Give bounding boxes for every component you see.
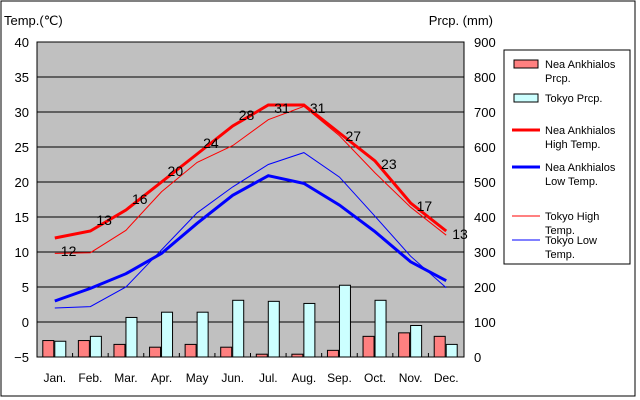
x-tick-label: Apr. [151,371,172,385]
legend-label: Nea Ankhialos Prcp. [545,59,616,85]
legend-label: Nea Ankhialos Low Temp. [545,162,616,188]
precip-bar [89,335,102,358]
precip-bar [410,325,423,358]
x-tick-label: Sep. [327,371,352,385]
data-label: 13 [96,212,112,228]
left-tick-label: 40 [15,35,29,50]
data-label: 31 [274,100,290,116]
left-tick-label: 25 [15,140,29,155]
x-tick-label: May [186,371,209,385]
x-tick-label: Jun. [221,371,244,385]
data-label: 31 [310,100,326,116]
left-tick-label: 35 [15,70,29,85]
right-tick-label: 400 [474,210,496,225]
legend-label: Tokyo Low Temp. [545,235,597,261]
precip-bar [184,343,197,358]
precip-bar [267,300,280,358]
left-tick-label: 30 [15,105,29,120]
right-axis-label: Prcp. (mm) [429,13,493,28]
precip-bar [232,299,245,358]
data-label: 28 [239,107,255,123]
data-label: 16 [132,191,148,207]
x-tick-label: Mar. [114,371,137,385]
precip-bar [149,346,162,358]
right-tick-label: 100 [474,315,496,330]
x-tick-label: Aug. [292,371,317,385]
temp-line [54,103,448,240]
left-tick-label: 10 [15,245,29,260]
precip-bar [161,311,174,358]
left-tick-label: 15 [15,210,29,225]
precip-bar [362,335,375,358]
right-tick-label: 200 [474,280,496,295]
legend-label: Tokyo High Temp. [545,211,599,237]
precip-bar [113,343,126,358]
x-tick-label: Oct. [364,371,386,385]
data-label: 12 [61,243,77,259]
legend-label: Tokyo Prcp. [545,93,602,105]
legend-swatch [513,93,539,103]
right-tick-label: 900 [474,35,496,50]
x-tick-label: Jan. [43,371,66,385]
precip-bar [255,353,268,358]
x-tick-label: Jul. [259,371,278,385]
right-tick-label: 800 [474,70,496,85]
temp-line [54,152,447,309]
precip-bar [338,284,351,358]
precip-bar [220,346,233,358]
precip-bar [42,340,55,358]
data-label: 17 [417,198,433,214]
left-axis-label: Temp.(℃) [4,13,63,28]
data-label: 23 [381,156,397,172]
precip-bar [291,353,304,358]
left-tick-label: 5 [22,280,29,295]
right-tick-label: 300 [474,245,496,260]
legend-label: Nea Ankhialos High Temp. [545,125,616,151]
legend-swatch [513,59,539,69]
x-tick-label: Feb. [78,371,102,385]
precip-bar [77,340,90,358]
right-tick-label: 500 [474,175,496,190]
right-tick-label: 700 [474,105,496,120]
legend-box [503,49,631,265]
precip-bar [125,316,138,358]
precip-bar [433,335,446,358]
precip-bar [303,302,316,358]
data-label: 13 [452,226,468,242]
precip-bar [445,343,458,358]
temp-line [54,105,447,254]
precip-bar [398,332,411,358]
data-label: 24 [203,135,219,151]
data-label: 20 [168,163,184,179]
left-tick-label: 0 [22,315,29,330]
precip-bar [54,340,67,358]
right-tick-label: 600 [474,140,496,155]
x-tick-label: Nov. [399,371,423,385]
right-tick-label: 0 [474,350,481,365]
precip-bar [196,311,209,358]
precip-bar [374,299,387,358]
plot-area [36,41,465,358]
temp-line [54,174,447,303]
left-tick-label: −5 [14,350,29,365]
data-label: 27 [345,128,361,144]
x-tick-label: Dec. [434,371,459,385]
left-tick-label: 20 [15,175,29,190]
precip-bar [326,349,339,358]
